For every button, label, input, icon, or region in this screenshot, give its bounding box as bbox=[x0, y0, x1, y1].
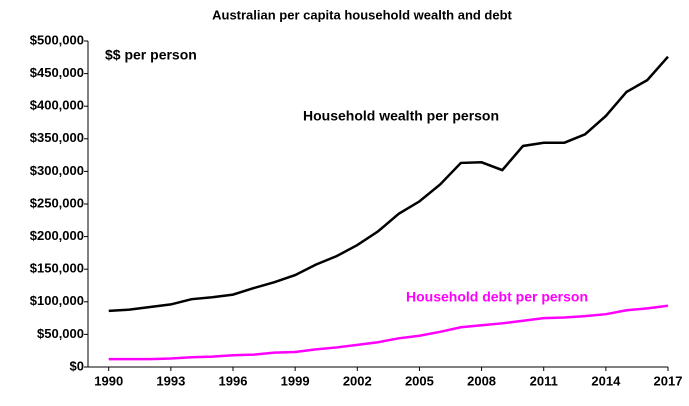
y-tick-label: $100,000 bbox=[30, 293, 84, 308]
series-line bbox=[108, 55, 669, 313]
y-tick-label: $350,000 bbox=[30, 130, 84, 145]
y-tick-label: $150,000 bbox=[30, 261, 84, 276]
y-tick-label: $300,000 bbox=[30, 163, 84, 178]
y-tick-label: $50,000 bbox=[37, 326, 84, 341]
series-label: Household debt per person bbox=[406, 289, 588, 305]
series-label: Household wealth per person bbox=[303, 108, 499, 124]
x-tick-label: 1996 bbox=[219, 373, 248, 388]
y-tick-label: $250,000 bbox=[30, 195, 84, 210]
x-tick-label: 2008 bbox=[467, 373, 496, 388]
x-tick-label: 2005 bbox=[405, 373, 434, 388]
x-tick-label: 2011 bbox=[530, 373, 558, 388]
y-tick-label: $0 bbox=[70, 358, 84, 373]
y-tick-label: $200,000 bbox=[30, 228, 84, 243]
x-tick-label: 1993 bbox=[156, 373, 185, 388]
y-axis-label: $$ per person bbox=[105, 47, 197, 63]
series-line bbox=[108, 304, 669, 361]
y-tick-label: $400,000 bbox=[30, 98, 84, 113]
x-tick-label: 2017 bbox=[654, 373, 683, 388]
y-tick-label: $450,000 bbox=[30, 65, 84, 80]
x-tick-label: 2014 bbox=[591, 373, 621, 388]
x-tick-label: 2002 bbox=[343, 373, 372, 388]
x-tick-label: 1999 bbox=[281, 373, 310, 388]
x-tick-label: 1990 bbox=[94, 373, 123, 388]
chart-title: Australian per capita household wealth a… bbox=[212, 7, 512, 22]
y-tick-label: $500,000 bbox=[30, 32, 84, 47]
